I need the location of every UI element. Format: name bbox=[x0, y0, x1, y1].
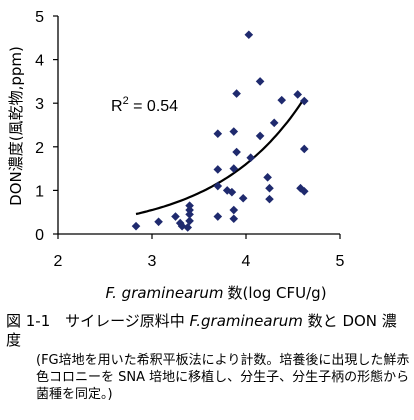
y-tick-label: 0 bbox=[35, 227, 44, 244]
data-point bbox=[299, 186, 309, 196]
x-axis-label-unit: 数(log CFU/g) bbox=[228, 284, 327, 302]
data-point bbox=[213, 165, 223, 174]
data-point bbox=[246, 153, 255, 162]
data-point bbox=[227, 187, 237, 197]
data-point bbox=[293, 90, 302, 99]
data-point bbox=[222, 186, 232, 195]
data-point bbox=[171, 212, 180, 221]
data-point bbox=[154, 217, 163, 227]
data-point bbox=[263, 173, 272, 182]
data-point bbox=[232, 89, 241, 98]
caption-title-pre: サイレージ原料中 bbox=[65, 312, 185, 330]
trendline-path bbox=[135, 97, 306, 216]
data-point bbox=[229, 214, 239, 224]
chart-tick-labels: 0 1 2 3 4 5 2 3 4 5 bbox=[35, 9, 344, 270]
data-point bbox=[265, 194, 274, 204]
data-point bbox=[255, 77, 265, 86]
figure-number: 図 1-1 bbox=[6, 312, 51, 330]
data-point bbox=[232, 147, 241, 157]
chart-trendline bbox=[135, 97, 306, 216]
x-tick-label: 2 bbox=[54, 253, 63, 270]
data-point bbox=[229, 205, 239, 215]
caption-title-species: F.graminearum bbox=[189, 312, 303, 330]
data-point bbox=[185, 210, 194, 219]
figure-caption: 図 1-1 サイレージ原料中 F.graminearum 数と DON 濃度 (… bbox=[6, 312, 410, 403]
x-tick-label: 4 bbox=[242, 253, 251, 270]
data-point bbox=[131, 221, 141, 231]
data-point bbox=[183, 223, 193, 232]
caption-title: 図 1-1 サイレージ原料中 F.graminearum 数と DON 濃度 bbox=[6, 312, 410, 350]
r-squared-annotation: R2 = 0.54 bbox=[111, 95, 178, 115]
r-squared-value: = 0.54 bbox=[129, 98, 178, 115]
y-tick-label: 5 bbox=[35, 9, 44, 26]
data-point bbox=[213, 181, 223, 191]
y-tick-label: 2 bbox=[35, 140, 44, 157]
data-point bbox=[185, 216, 194, 226]
data-point bbox=[265, 183, 274, 193]
chart-axes bbox=[53, 15, 341, 239]
data-point bbox=[269, 118, 279, 128]
x-axis-label-species: F. graminearum bbox=[105, 284, 223, 302]
x-tick-label: 5 bbox=[336, 253, 345, 270]
data-point bbox=[213, 212, 223, 221]
data-point bbox=[244, 30, 254, 40]
data-point bbox=[229, 127, 239, 136]
data-point bbox=[255, 131, 265, 141]
x-axis-label: F. graminearum 数(log CFU/g) bbox=[105, 284, 326, 302]
y-axis-label: DON濃度(風乾物,ppm) bbox=[7, 46, 25, 206]
data-point bbox=[213, 129, 223, 139]
data-point bbox=[296, 183, 305, 193]
data-point bbox=[185, 205, 194, 215]
x-tick-label: 3 bbox=[148, 253, 157, 270]
y-tick-label: 3 bbox=[35, 96, 44, 113]
data-point bbox=[175, 218, 185, 228]
data-point bbox=[238, 193, 248, 203]
data-point bbox=[177, 221, 187, 231]
data-point bbox=[185, 201, 194, 210]
y-tick-label: 4 bbox=[35, 53, 44, 70]
r-squared-exponent: 2 bbox=[123, 95, 129, 107]
r-squared-symbol: R bbox=[111, 98, 123, 115]
caption-note: (FG培地を用いた希釈平板法により計数。培養後に出現した鮮赤色コロニーを SNA… bbox=[36, 353, 410, 402]
data-point bbox=[299, 144, 309, 154]
data-point bbox=[277, 95, 287, 105]
data-point bbox=[229, 164, 239, 173]
caption-title-post: 数と DON 濃度 bbox=[6, 312, 397, 349]
y-tick-label: 1 bbox=[35, 183, 44, 200]
data-point bbox=[299, 96, 309, 106]
chart-points bbox=[131, 30, 309, 232]
